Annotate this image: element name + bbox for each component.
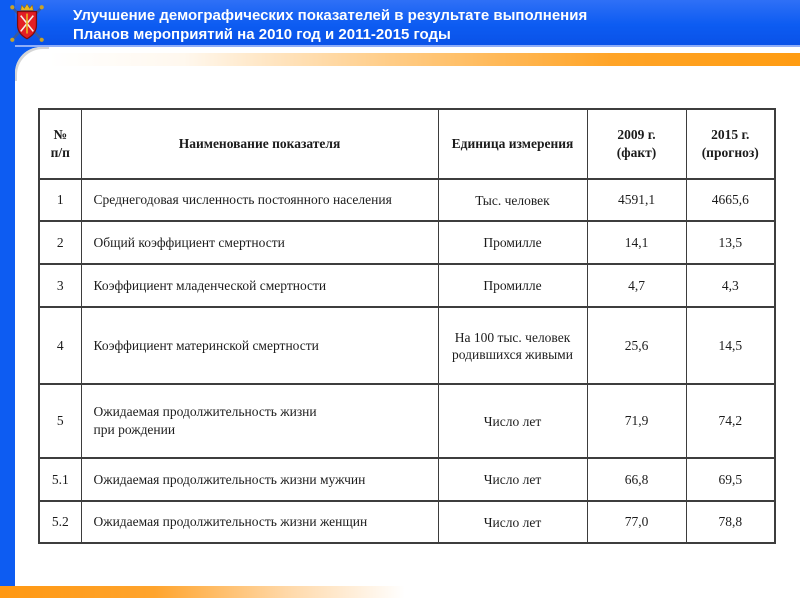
- col-header-num: № п/п: [38, 108, 82, 180]
- fact-2009-cell: 77,0: [586, 500, 687, 544]
- table-row: 5.1 Ожидаемая продолжительность жизни му…: [38, 457, 776, 502]
- left-accent-band: [0, 0, 15, 589]
- unit-cell: Тыс. человек: [437, 178, 588, 222]
- unit-cell: Число лет: [437, 500, 588, 544]
- forecast-2015-cell: 14,5: [685, 306, 776, 385]
- row-number-cell: 2: [38, 220, 82, 265]
- forecast-2015-cell: 4665,6: [685, 178, 776, 222]
- unit-cell: Промилле: [437, 263, 588, 308]
- row-number-cell: 5.2: [38, 500, 82, 544]
- header-band: [0, 0, 800, 47]
- col-header-unit: Единица измерения: [437, 108, 588, 180]
- forecast-2015-cell: 69,5: [685, 457, 776, 502]
- indicator-name-cell: Среднегодовая численность постоянного на…: [80, 178, 439, 222]
- fact-2009-cell: 66,8: [586, 457, 687, 502]
- city-coat-of-arms-icon: [10, 3, 44, 42]
- row-number-cell: 5.1: [38, 457, 82, 502]
- forecast-2015-cell: 78,8: [685, 500, 776, 544]
- bottom-accent-bar: [0, 586, 440, 598]
- slide-title: Улучшение демографических показателей в …: [73, 6, 788, 44]
- fact-2009-cell: 4,7: [586, 263, 687, 308]
- unit-cell: Промилле: [437, 220, 588, 265]
- indicator-name-cell: Ожидаемая продолжительность жизни женщин: [80, 500, 439, 544]
- unit-cell: Число лет: [437, 457, 588, 502]
- table-row: 1 Среднегодовая численность постоянного …: [38, 178, 776, 222]
- fact-2009-cell: 4591,1: [586, 178, 687, 222]
- col-header-forecast-2015: 2015 г. (прогноз): [685, 108, 776, 180]
- fact-2009-cell: 25,6: [586, 306, 687, 385]
- indicator-name-cell: Общий коэффициент смертности: [80, 220, 439, 265]
- table-row: 2 Общий коэффициент смертности Промилле …: [38, 220, 776, 265]
- row-number-cell: 4: [38, 306, 82, 385]
- table-row: 4 Коэффициент материнской смертности На …: [38, 306, 776, 385]
- unit-cell: На 100 тыс. человек родившихся живыми: [437, 306, 588, 385]
- col-header-name: Наименование показателя: [80, 108, 439, 180]
- forecast-2015-cell: 13,5: [685, 220, 776, 265]
- indicators-table-container: № п/п Наименование показателя Единица из…: [38, 108, 776, 544]
- slide-title-line2: Планов мероприятий на 2010 год и 2011-20…: [73, 26, 451, 43]
- forecast-2015-cell: 4,3: [685, 263, 776, 308]
- table-header-row: № п/п Наименование показателя Единица из…: [38, 108, 776, 180]
- unit-cell: Число лет: [437, 383, 588, 459]
- indicator-name-cell: Ожидаемая продолжительность жизни мужчин: [80, 457, 439, 502]
- table-row: 5.2 Ожидаемая продолжительность жизни же…: [38, 500, 776, 544]
- indicators-table: № п/п Наименование показателя Единица из…: [38, 108, 776, 544]
- indicator-name-cell: Коэффициент младенческой смертности: [80, 263, 439, 308]
- col-header-fact-2009: 2009 г. (факт): [586, 108, 687, 180]
- table-row: 5 Ожидаемая продолжительность жизни при …: [38, 383, 776, 459]
- fact-2009-cell: 14,1: [586, 220, 687, 265]
- indicator-name-cell: Ожидаемая продолжительность жизни при ро…: [80, 383, 439, 459]
- top-accent-bar: [48, 53, 800, 66]
- fact-2009-cell: 71,9: [586, 383, 687, 459]
- table-row: 3 Коэффициент младенческой смертности Пр…: [38, 263, 776, 308]
- indicator-name-cell: Коэффициент материнской смертности: [80, 306, 439, 385]
- forecast-2015-cell: 74,2: [685, 383, 776, 459]
- row-number-cell: 1: [38, 178, 82, 222]
- row-number-cell: 3: [38, 263, 82, 308]
- slide-title-line1: Улучшение демографических показателей в …: [73, 7, 588, 24]
- row-number-cell: 5: [38, 383, 82, 459]
